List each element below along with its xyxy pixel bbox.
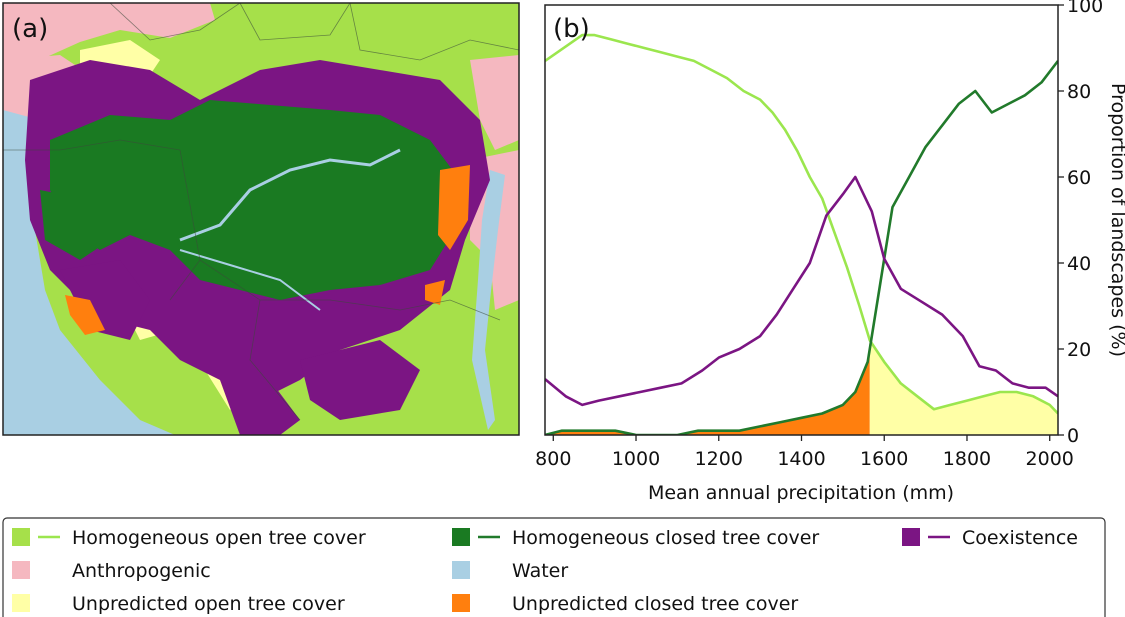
plot-area — [545, 5, 1058, 435]
map-river — [179, 148, 401, 242]
y-tick-label: 20 — [1067, 339, 1091, 361]
map-frame — [2, 2, 520, 436]
legend-swatch-unpred-open — [12, 594, 30, 612]
legend-label: Unpredicted open tree cover — [72, 593, 345, 615]
map-river — [179, 249, 321, 311]
chart-panel: 800 1000 1200 1400 1600 1800 2000 0 20 40 60 80 100… — [535, 0, 1125, 504]
legend-swatch-water — [452, 561, 470, 579]
map-coexistence — [300, 340, 420, 420]
map-closed-forest — [50, 100, 460, 300]
map-anthropogenic — [3, 3, 215, 70]
x-tick-label: 800 — [535, 448, 571, 470]
x-tick-label: 1200 — [695, 448, 743, 470]
y-axis-label: Proportion of landscapes (%) — [1107, 83, 1125, 357]
y-axis: 0 20 40 60 80 100 — [1058, 0, 1103, 447]
map-borders — [3, 3, 519, 421]
x-tick-label: 1800 — [943, 448, 991, 470]
legend-label: Homogeneous closed tree cover — [512, 527, 819, 549]
legend-label: Anthropogenic — [72, 560, 211, 582]
legend-label: Unpredicted closed tree cover — [512, 593, 798, 615]
map-closed-forest — [40, 190, 110, 260]
y-tick-label: 60 — [1067, 167, 1091, 189]
legend-frame — [2, 517, 1106, 617]
map-coexistence — [220, 380, 300, 435]
x-axis: 800 1000 1200 1400 1600 1800 2000 — [535, 435, 1074, 470]
map-anthropogenic — [470, 55, 519, 150]
map-coexistence — [60, 260, 150, 340]
y-tick-label: 40 — [1067, 253, 1091, 275]
legend-swatch-closed — [452, 528, 470, 546]
area-layer — [545, 340, 1058, 435]
legend-swatch-anthropogenic — [12, 561, 30, 579]
area-unpred-open — [869, 340, 1058, 435]
x-tick-label: 1400 — [777, 448, 825, 470]
x-tick-label: 2000 — [1026, 448, 1074, 470]
map-panel — [3, 3, 519, 435]
x-axis-label: Mean annual precipitation (mm) — [648, 482, 954, 504]
map-unpredicted-closed — [425, 280, 445, 305]
map-water — [3, 110, 175, 435]
legend-swatch-open — [12, 528, 30, 546]
map-unpredicted-closed — [438, 165, 470, 250]
panel-b-label: (b) — [553, 14, 590, 44]
legend-label: Coexistence — [962, 527, 1078, 549]
legend: Homogeneous open tree cover Homogeneous c… — [2, 517, 1106, 617]
y-tick-label: 80 — [1067, 81, 1091, 103]
area-unpred-closed — [545, 340, 870, 435]
x-tick-label: 1000 — [612, 448, 660, 470]
x-tick-label: 1600 — [860, 448, 908, 470]
map-water — [472, 170, 505, 430]
legend-swatch-unpred-closed — [452, 594, 470, 612]
legend-swatch-coexistence — [902, 528, 920, 546]
y-tick-label: 0 — [1067, 425, 1079, 447]
y-tick-label: 100 — [1067, 0, 1103, 17]
map-unpredicted-closed — [65, 295, 105, 335]
series-line-coexistence — [545, 175, 1058, 407]
panel-a-label: (a) — [12, 14, 48, 44]
legend-label: Water — [512, 560, 568, 582]
legend-label: Homogeneous open tree cover — [72, 527, 366, 549]
series-line-open — [545, 33, 1058, 415]
